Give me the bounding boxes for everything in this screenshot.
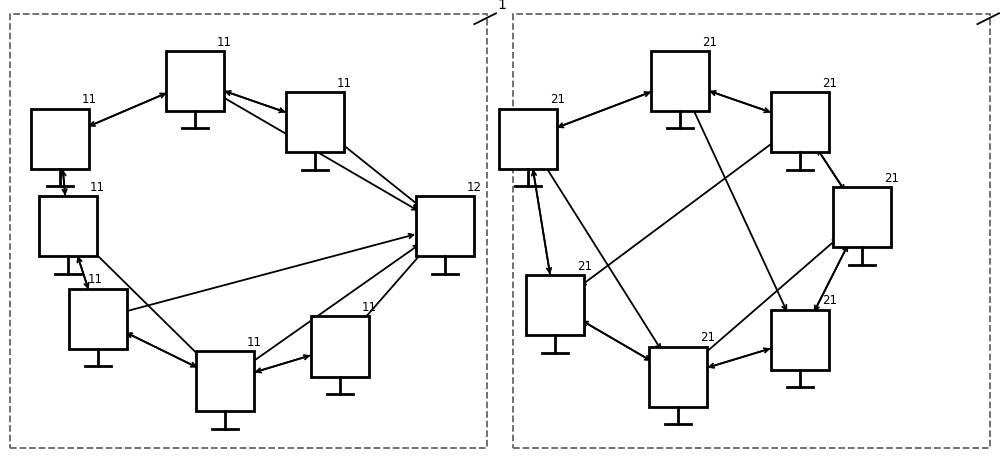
Bar <box>416 196 474 256</box>
Text: 21: 21 <box>884 172 899 185</box>
Text: 11: 11 <box>362 301 377 314</box>
Bar <box>39 196 97 256</box>
Text: 21: 21 <box>550 93 565 106</box>
Bar <box>166 51 224 111</box>
Bar <box>833 187 891 247</box>
Bar <box>771 92 829 152</box>
Bar <box>513 14 990 448</box>
Bar <box>499 109 557 169</box>
Bar <box>651 51 709 111</box>
Bar <box>69 289 127 349</box>
Text: 11: 11 <box>217 36 232 49</box>
Bar <box>10 14 487 448</box>
Text: 11: 11 <box>90 181 105 194</box>
Text: 21: 21 <box>822 294 837 307</box>
Text: 12: 12 <box>467 181 482 194</box>
Text: 21: 21 <box>702 36 717 49</box>
Text: 21: 21 <box>822 77 837 90</box>
Text: 11: 11 <box>247 336 262 349</box>
Text: 11: 11 <box>82 93 97 106</box>
Bar <box>311 316 369 377</box>
Bar <box>649 346 707 407</box>
Bar <box>196 351 254 411</box>
Text: 21: 21 <box>700 331 715 344</box>
Bar <box>286 92 344 152</box>
Bar <box>31 109 89 169</box>
Text: 21: 21 <box>577 260 592 273</box>
Bar <box>526 275 584 335</box>
Text: 11: 11 <box>337 77 352 90</box>
Text: 11: 11 <box>88 274 103 286</box>
Bar <box>771 310 829 370</box>
Text: 1: 1 <box>498 0 507 12</box>
